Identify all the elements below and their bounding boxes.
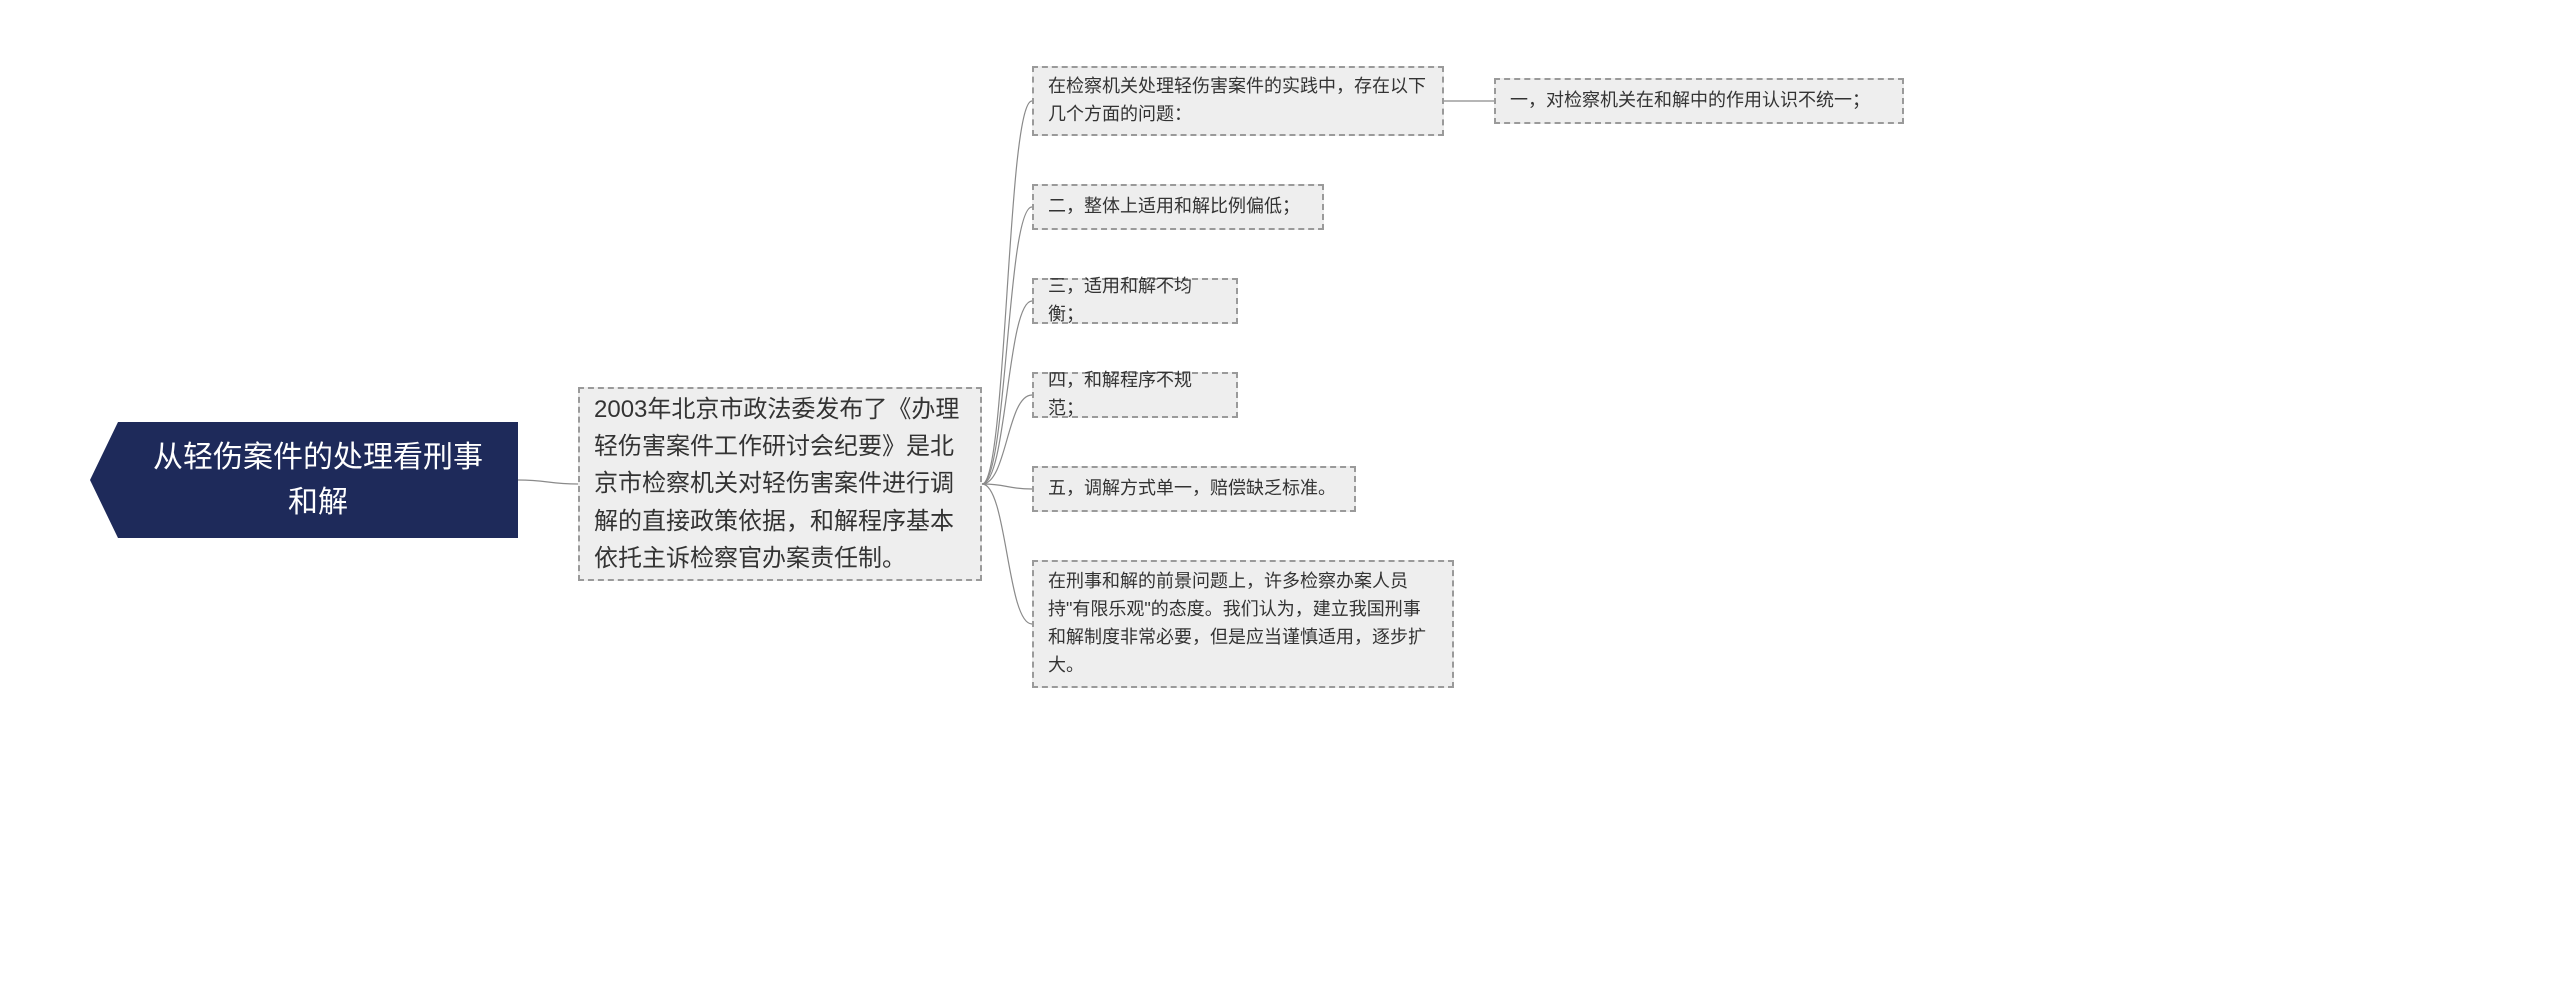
level1-node: 2003年北京市政法委发布了《办理轻伤害案件工作研讨会纪要》是北京市检察机关对轻… [578,387,982,581]
root-node: 从轻伤案件的处理看刑事和解 [118,422,518,538]
level3-text: 一，对检察机关在和解中的作用认识不统一； [1510,87,1870,115]
level1-text: 2003年北京市政法委发布了《办理轻伤害案件工作研讨会纪要》是北京市检察机关对轻… [594,391,966,577]
level3-node: 一，对检察机关在和解中的作用认识不统一； [1494,78,1904,124]
level2-text-4: 四，和解程序不规范； [1048,367,1222,423]
level2-node-6: 在刑事和解的前景问题上，许多检察办案人员持"有限乐观"的态度。我们认为，建立我国… [1032,560,1454,688]
level2-node-4: 四，和解程序不规范； [1032,372,1238,418]
root-text: 从轻伤案件的处理看刑事和解 [144,435,492,525]
level2-text-5: 五，调解方式单一，赔偿缺乏标准。 [1048,475,1336,503]
level2-text-3: 三，适用和解不均衡； [1048,273,1222,329]
level2-node-3: 三，适用和解不均衡； [1032,278,1238,324]
level2-node-1: 在检察机关处理轻伤害案件的实践中，存在以下几个方面的问题： [1032,66,1444,136]
level2-node-2: 二，整体上适用和解比例偏低； [1032,184,1324,230]
level2-text-2: 二，整体上适用和解比例偏低； [1048,193,1300,221]
level2-text-6: 在刑事和解的前景问题上，许多检察办案人员持"有限乐观"的态度。我们认为，建立我国… [1048,568,1438,680]
level2-text-1: 在检察机关处理轻伤害案件的实践中，存在以下几个方面的问题： [1048,73,1428,129]
level2-node-5: 五，调解方式单一，赔偿缺乏标准。 [1032,466,1356,512]
